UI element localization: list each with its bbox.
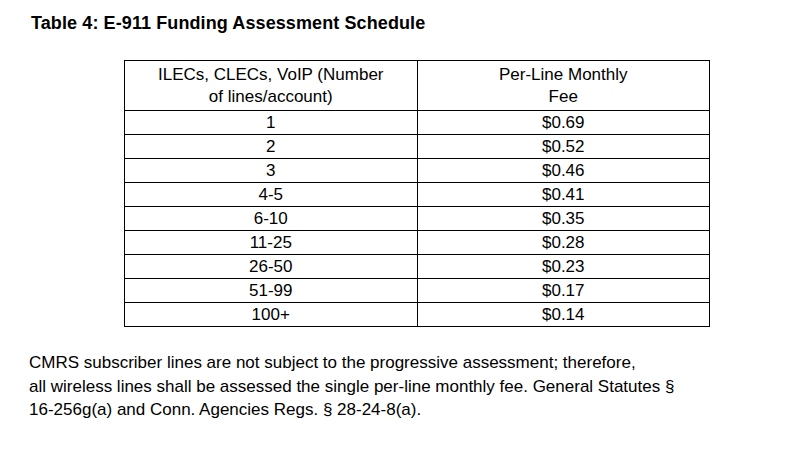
fee-cell: $0.35 [417, 207, 710, 231]
lines-cell: 2 [125, 135, 418, 159]
table-row: 2 $0.52 [125, 135, 710, 159]
table-header: ILECs, CLECs, VoIP (Number of lines/acco… [125, 61, 710, 111]
fee-cell: $0.69 [417, 111, 710, 135]
lines-cell: 100+ [125, 303, 418, 327]
table-row: 100+ $0.14 [125, 303, 710, 327]
column-header-fee-line2: Fee [418, 86, 710, 108]
fee-cell: $0.46 [417, 159, 710, 183]
lines-cell: 11-25 [125, 231, 418, 255]
column-header-fee-line1: Per-Line Monthly [418, 64, 710, 86]
column-header-lines: ILECs, CLECs, VoIP (Number of lines/acco… [125, 61, 418, 111]
table-row: 11-25 $0.28 [125, 231, 710, 255]
table-row: 6-10 $0.35 [125, 207, 710, 231]
table-row: 1 $0.69 [125, 111, 710, 135]
lines-cell: 3 [125, 159, 418, 183]
lines-cell: 26-50 [125, 255, 418, 279]
table-row: 26-50 $0.23 [125, 255, 710, 279]
fee-cell: $0.41 [417, 183, 710, 207]
lines-cell: 4-5 [125, 183, 418, 207]
table-caption: Table 4: E-911 Funding Assessment Schedu… [31, 13, 425, 34]
table-row: 51-99 $0.17 [125, 279, 710, 303]
fee-cell: $0.52 [417, 135, 710, 159]
fee-schedule-table: ILECs, CLECs, VoIP (Number of lines/acco… [124, 60, 710, 327]
lines-cell: 51-99 [125, 279, 418, 303]
table-row: 4-5 $0.41 [125, 183, 710, 207]
fee-cell: $0.17 [417, 279, 710, 303]
lines-cell: 6-10 [125, 207, 418, 231]
table-body: 1 $0.69 2 $0.52 3 $0.46 4-5 $0.41 6-10 $… [125, 111, 710, 327]
fee-cell: $0.14 [417, 303, 710, 327]
column-header-fee: Per-Line Monthly Fee [417, 61, 710, 111]
table-row: 3 $0.46 [125, 159, 710, 183]
column-header-lines-line1: ILECs, CLECs, VoIP (Number [125, 64, 417, 86]
fee-cell: $0.23 [417, 255, 710, 279]
fee-cell: $0.28 [417, 231, 710, 255]
header-row: ILECs, CLECs, VoIP (Number of lines/acco… [125, 61, 710, 111]
footnote-text: CMRS subscriber lines are not subject to… [29, 351, 804, 422]
column-header-lines-line2: of lines/account) [125, 86, 417, 108]
document-page: Table 4: E-911 Funding Assessment Schedu… [0, 0, 809, 455]
lines-cell: 1 [125, 111, 418, 135]
